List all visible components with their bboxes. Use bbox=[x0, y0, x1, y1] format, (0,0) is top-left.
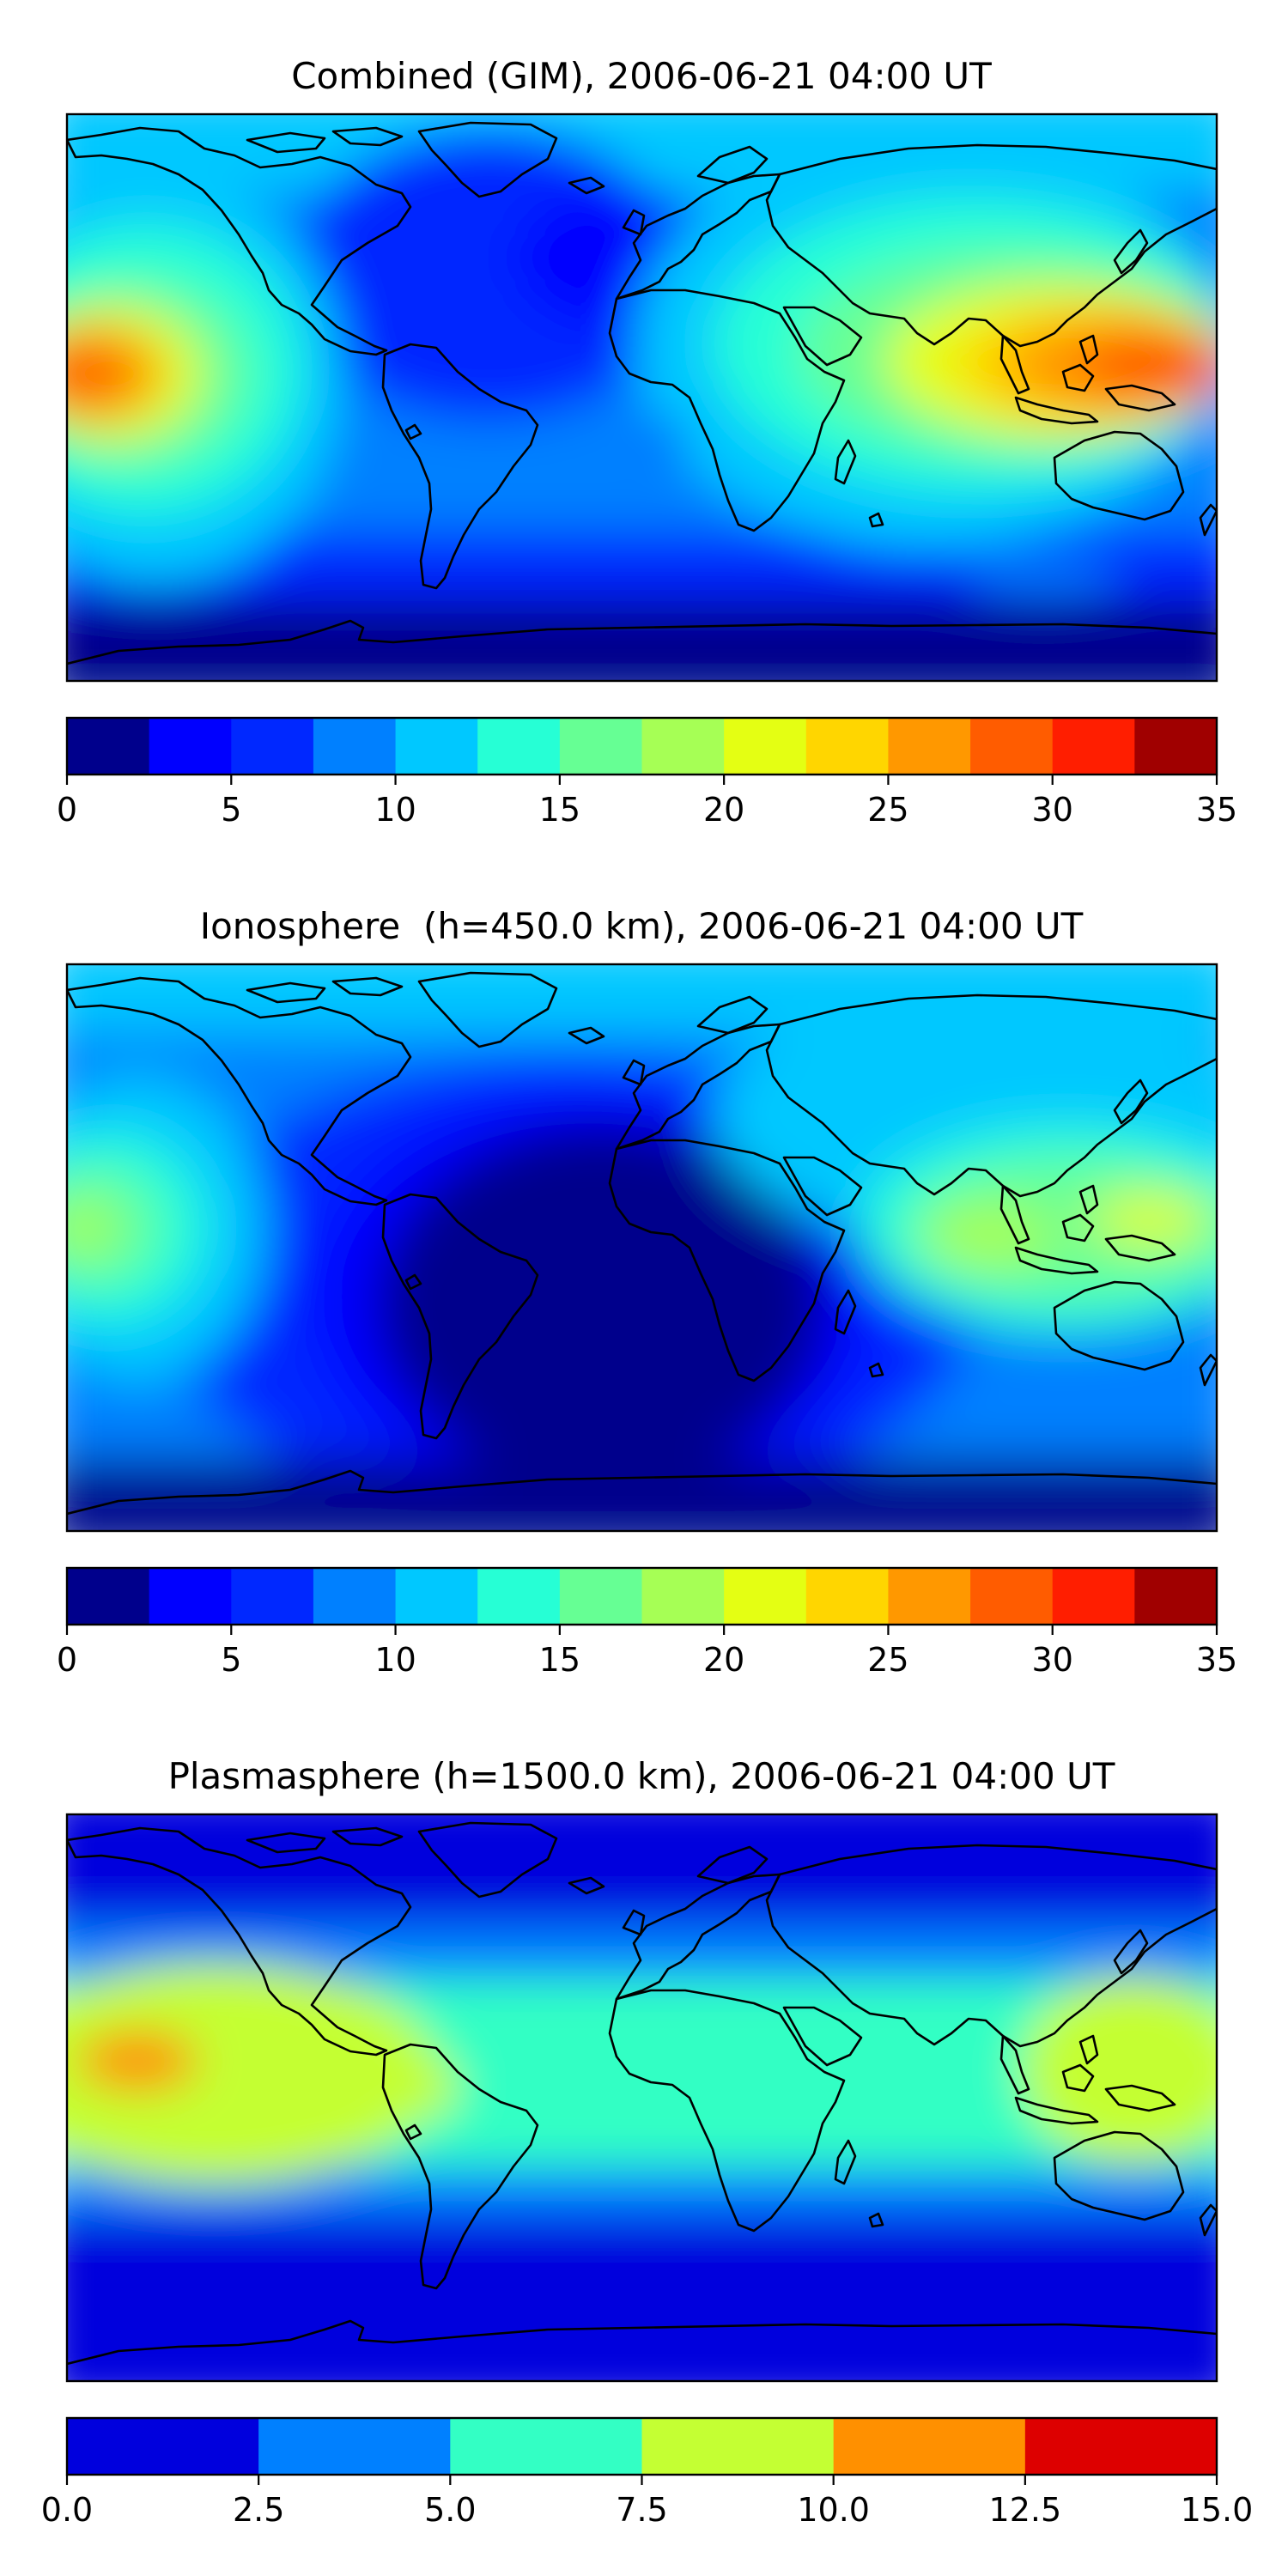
map-frame bbox=[65, 112, 1218, 683]
colorbar-swatch bbox=[970, 1568, 1054, 1625]
chart-title: Ionosphere (h=450.0 km), 2006-06-21 04:0… bbox=[200, 905, 1084, 947]
colorbar-swatch bbox=[888, 718, 971, 775]
colorbar-tick-label: 5 bbox=[221, 1641, 241, 1679]
colorbar-tick-label: 30 bbox=[1032, 791, 1073, 829]
colorbar-swatch bbox=[450, 2418, 643, 2475]
colorbar-swatch bbox=[833, 2418, 1026, 2475]
colorbar-swatch bbox=[477, 718, 561, 775]
colorbar-tick-label: 10 bbox=[374, 791, 416, 829]
chart-title: Combined (GIM), 2006-06-21 04:00 UT bbox=[291, 55, 992, 97]
colorbar-swatch bbox=[641, 2418, 835, 2475]
colorbar: 0 5 10 15 20 25 30 35 bbox=[57, 1566, 1237, 1679]
colorbar-tick-label: 2.5 bbox=[233, 2491, 284, 2529]
colorbar-tick-label: 12.5 bbox=[989, 2491, 1062, 2529]
colorbar-swatch bbox=[805, 718, 890, 775]
colorbar-tick-label: 10 bbox=[374, 1641, 416, 1679]
colorbar-tick-label: 0 bbox=[57, 791, 77, 829]
colorbar-swatch bbox=[313, 718, 397, 775]
colorbar-swatch bbox=[149, 718, 232, 775]
colorbar-swatch bbox=[724, 718, 807, 775]
colorbar-swatch bbox=[67, 2418, 259, 2475]
colorbar-swatch bbox=[1134, 1568, 1218, 1625]
colorbar-swatch bbox=[805, 1568, 890, 1625]
colorbar-swatch bbox=[1052, 1568, 1135, 1625]
map-combined bbox=[67, 114, 1217, 681]
colorbar-tick-label: 35 bbox=[1196, 1641, 1237, 1679]
field-layer bbox=[67, 114, 1217, 681]
colorbar-tick-label: 15 bbox=[539, 791, 580, 829]
colorbar-tick-label: 20 bbox=[703, 1641, 744, 1679]
field-layer bbox=[67, 1814, 1217, 2381]
colorbar-tick-label: 20 bbox=[703, 791, 744, 829]
colorbar-swatch bbox=[231, 1568, 314, 1625]
colorbar-frame bbox=[65, 716, 1218, 776]
colorbar-swatch bbox=[970, 718, 1054, 775]
colorbar-swatch bbox=[149, 1568, 232, 1625]
map-plasmasphere bbox=[67, 1814, 1217, 2381]
colorbar-swatch bbox=[1024, 2418, 1218, 2475]
chart-ionosphere: Ionosphere (h=450.0 km), 2006-06-21 04:0… bbox=[57, 905, 1237, 1679]
colorbar-swatch bbox=[477, 1568, 561, 1625]
colorbar-tick-label: 30 bbox=[1032, 1641, 1073, 1679]
colorbar-swatch bbox=[724, 1568, 807, 1625]
colorbar-swatch bbox=[641, 1568, 725, 1625]
colorbar-tick-label: 5 bbox=[221, 791, 241, 829]
map-ionosphere bbox=[67, 964, 1217, 1531]
chart-combined: Combined (GIM), 2006-06-21 04:00 UT bbox=[57, 55, 1237, 829]
colorbar-frame bbox=[65, 1566, 1218, 1626]
colorbar-tick-label: 35 bbox=[1196, 791, 1237, 829]
colorbar-swatch bbox=[313, 1568, 397, 1625]
colorbar-tick-label: 15.0 bbox=[1181, 2491, 1254, 2529]
chart-title: Plasmasphere (h=1500.0 km), 2006-06-21 0… bbox=[168, 1755, 1115, 1797]
colorbar-swatch bbox=[395, 1568, 478, 1625]
colorbar-swatch bbox=[1052, 718, 1135, 775]
colorbar-tick-label: 25 bbox=[867, 1641, 908, 1679]
colorbar-swatch bbox=[258, 2418, 451, 2475]
chart-plasmasphere: Plasmasphere (h=1500.0 km), 2006-06-21 0… bbox=[41, 1755, 1254, 2529]
field-layer bbox=[67, 964, 1217, 1531]
colorbar-swatch bbox=[559, 718, 643, 775]
colorbar-tick-label: 0.0 bbox=[41, 2491, 93, 2529]
colorbar-tick-label: 10.0 bbox=[797, 2491, 870, 2529]
colorbar-swatch bbox=[888, 1568, 971, 1625]
colorbar-tick-label: 5.0 bbox=[424, 2491, 476, 2529]
colorbar-swatch bbox=[641, 718, 725, 775]
map-frame bbox=[65, 1813, 1218, 2383]
map-frame bbox=[65, 963, 1218, 1533]
colorbar-swatch bbox=[559, 1568, 643, 1625]
colorbar-swatch bbox=[1134, 718, 1218, 775]
colorbar-tick-label: 0 bbox=[57, 1641, 77, 1679]
colorbar: 0 5 10 15 20 25 30 35 bbox=[57, 716, 1237, 829]
colorbar-swatch bbox=[231, 718, 314, 775]
colorbar: 0.0 2.5 5.0 7.5 10.0 12.5 15.0 bbox=[41, 2416, 1254, 2529]
colorbar-swatch bbox=[67, 1568, 150, 1625]
colorbar-swatch bbox=[67, 718, 150, 775]
colorbar-tick-label: 15 bbox=[539, 1641, 580, 1679]
colorbar-swatch bbox=[395, 718, 478, 775]
colorbar-tick-label: 7.5 bbox=[616, 2491, 667, 2529]
colorbar-tick-label: 25 bbox=[867, 791, 908, 829]
